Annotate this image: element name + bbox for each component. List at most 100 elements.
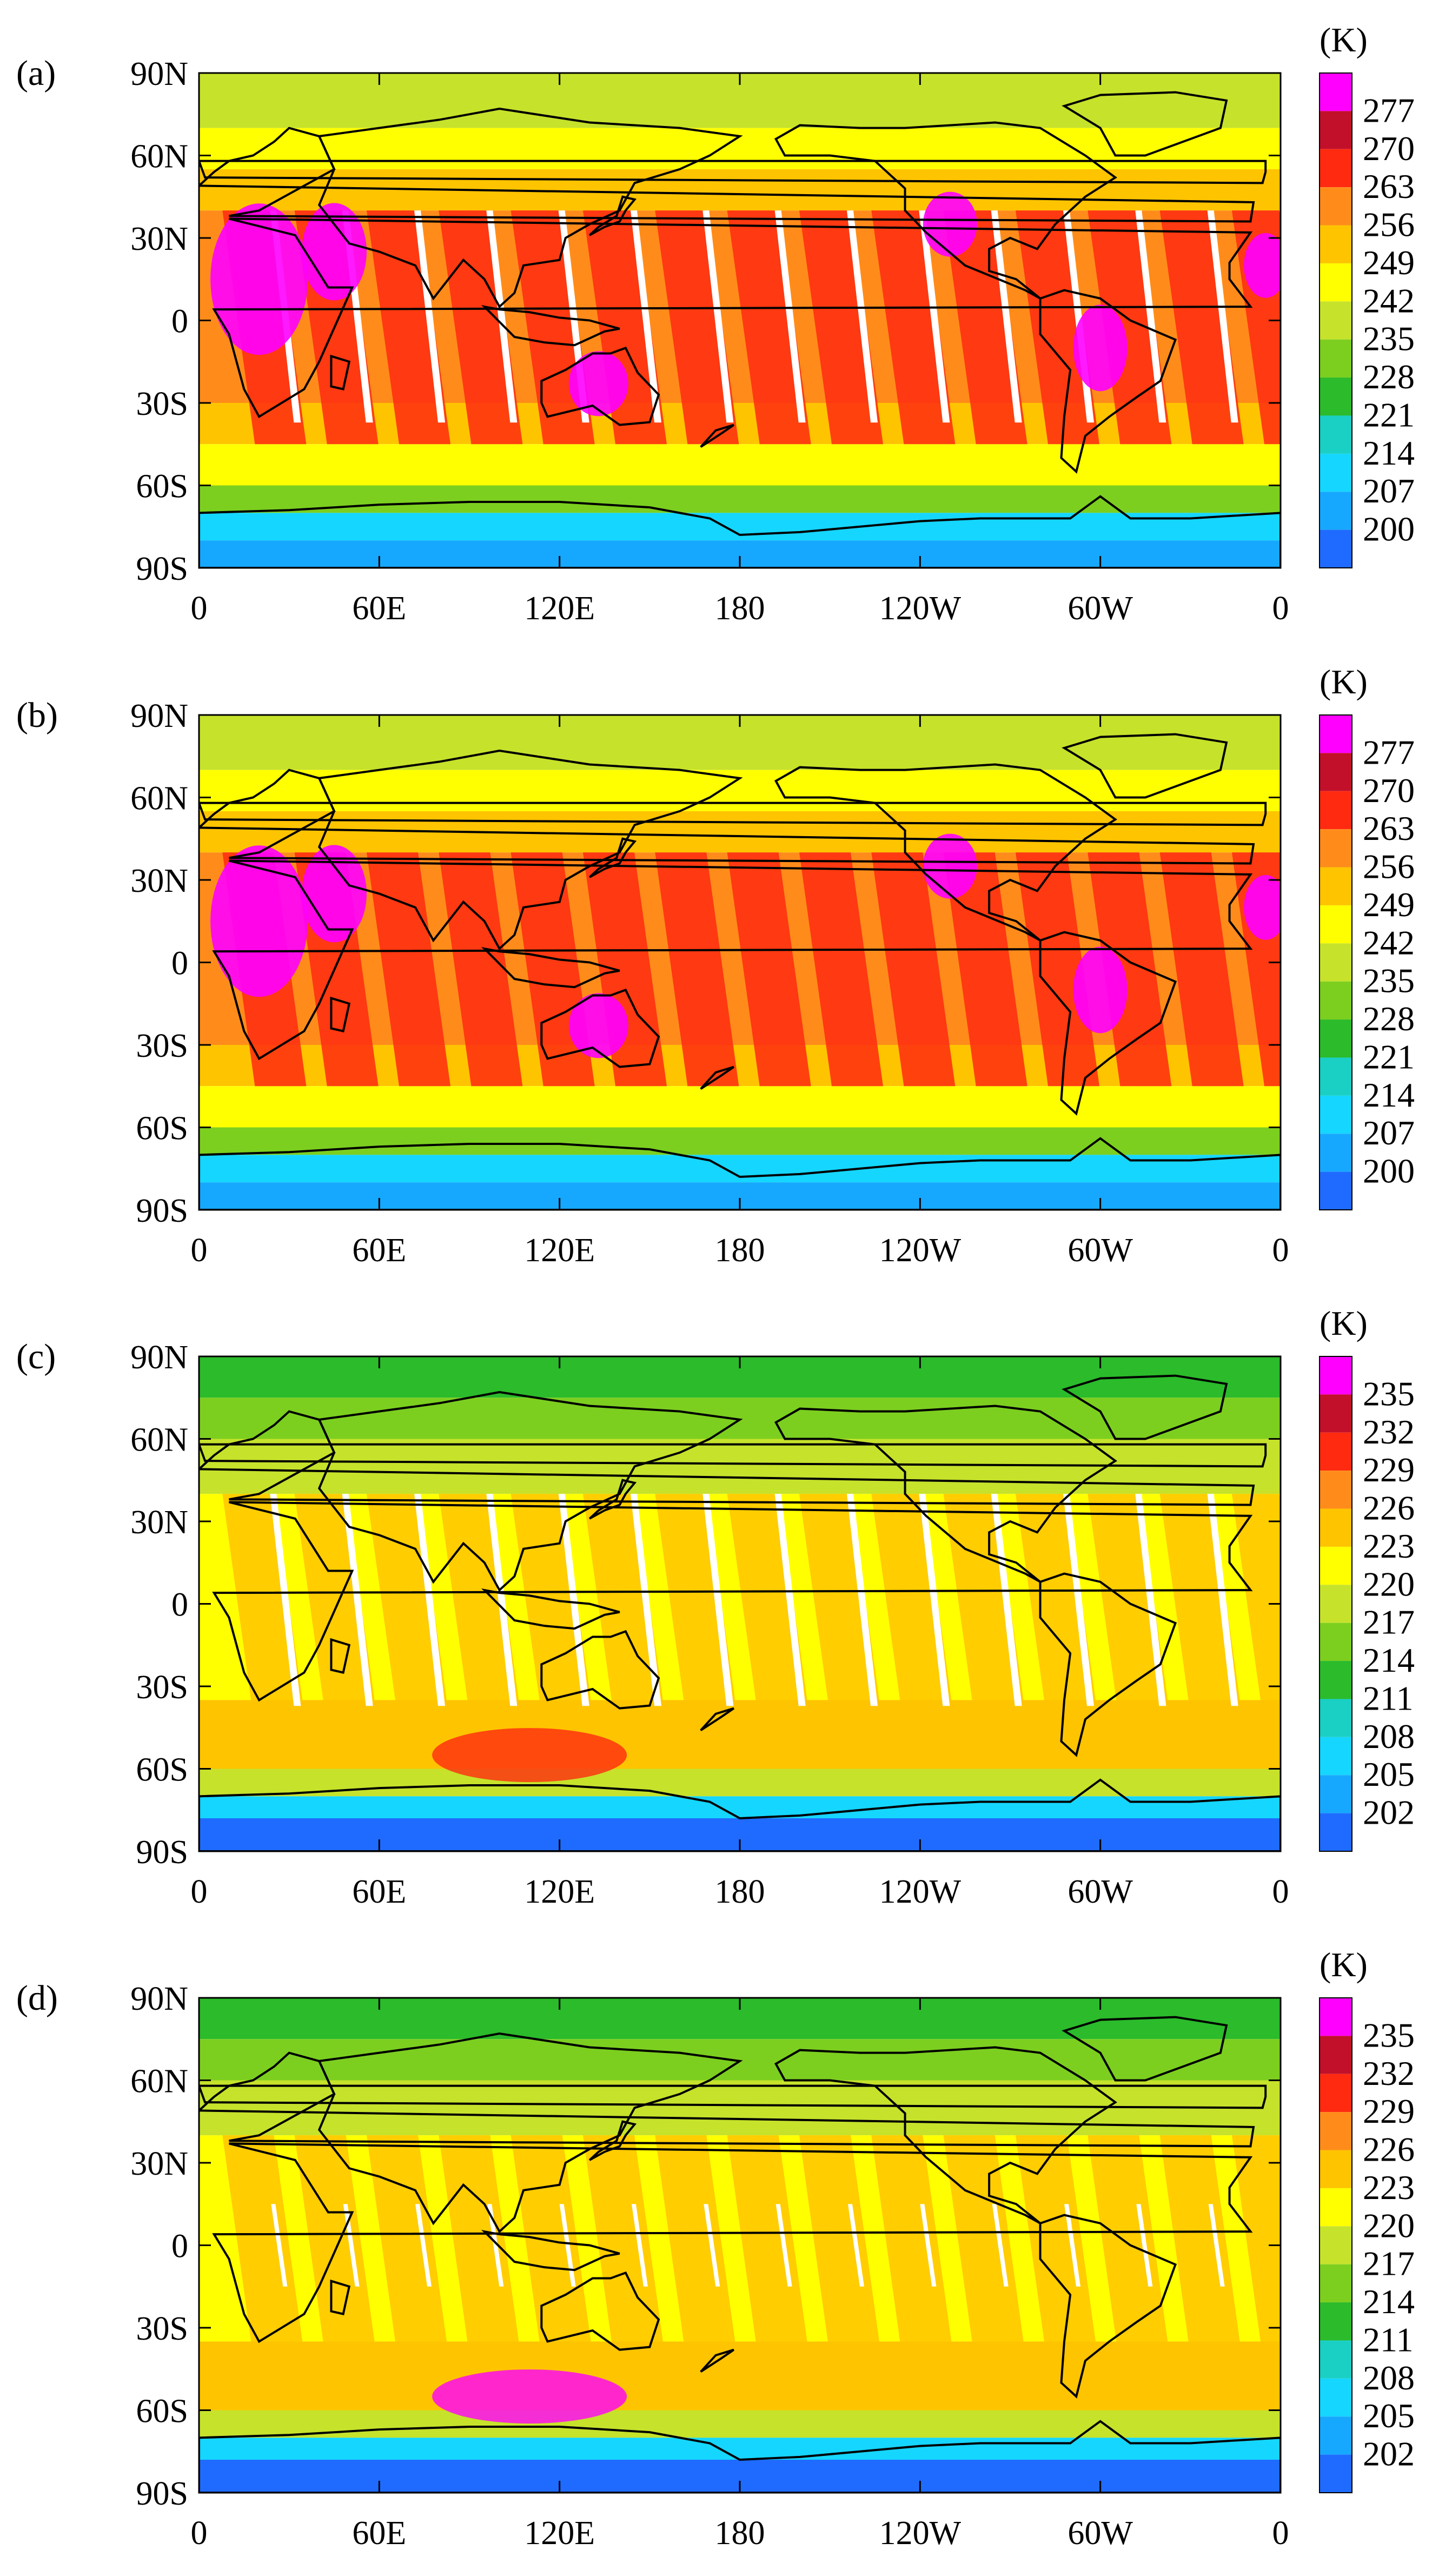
data-gap xyxy=(414,1494,445,1706)
colorbar-segment xyxy=(1320,943,1352,982)
colorbar-segment xyxy=(1320,1095,1352,1134)
colorbar-label: 263 xyxy=(1363,809,1415,847)
data-gap xyxy=(774,210,806,423)
data-gap xyxy=(847,210,878,423)
lat-label: 90N xyxy=(130,56,188,92)
swath-band xyxy=(1159,2135,1244,2369)
coastline-nz xyxy=(700,423,735,448)
colorbar-label: 214 xyxy=(1363,1641,1415,1679)
data-gap xyxy=(559,2204,576,2287)
data-gap xyxy=(270,1494,301,1706)
panel-label: (d) xyxy=(16,1978,58,2018)
data-gap xyxy=(991,210,1022,423)
hot-spot xyxy=(1073,304,1128,392)
data-gap xyxy=(774,1494,806,1706)
panel-label: (a) xyxy=(16,54,56,93)
lat-label: 30N xyxy=(130,1504,188,1541)
colorbar-label: 277 xyxy=(1363,733,1415,771)
map-field xyxy=(199,715,1281,1210)
swath-band xyxy=(871,852,956,1087)
data-gap xyxy=(631,1494,661,1706)
lat-label: 0 xyxy=(171,1587,188,1624)
colorbar-label: 235 xyxy=(1363,2016,1415,2054)
swath-band xyxy=(1016,2135,1099,2369)
lon-label: 60W xyxy=(1068,1232,1133,1269)
coastline-greenland xyxy=(1062,733,1228,799)
lon-label: 0 xyxy=(191,1232,208,1269)
swath-band xyxy=(943,1494,1027,1728)
swath-band xyxy=(799,1494,883,1728)
colorbar-segment xyxy=(1320,753,1352,791)
coastline-nz xyxy=(700,1065,735,1090)
map-field xyxy=(199,1998,1281,2493)
lon-label: 60W xyxy=(1068,590,1133,627)
colorbar-label: 205 xyxy=(1363,1755,1415,1793)
data-gap xyxy=(991,1494,1022,1706)
swath-band xyxy=(510,1494,595,1728)
lat-label: 90S xyxy=(136,2475,188,2512)
swath-band xyxy=(799,2135,883,2369)
swath-band xyxy=(1159,1494,1244,1728)
coastline-antarctica xyxy=(199,2420,1281,2493)
colorbar-label: 208 xyxy=(1363,2359,1415,2397)
coastline-africa xyxy=(212,2142,1253,2343)
coastline-europe xyxy=(199,1410,1255,1506)
coastline-antarctica xyxy=(199,495,1281,568)
colorbar-segment xyxy=(1320,378,1352,416)
coastline-australia xyxy=(540,346,660,426)
coastline-madagascar xyxy=(330,2279,351,2315)
colorbar-unit: (K) xyxy=(1320,1304,1368,1342)
coastline-greenland xyxy=(1062,2016,1228,2082)
colorbar-segment xyxy=(1320,2226,1352,2264)
colorbar-segment xyxy=(1320,1546,1352,1585)
coastline-australia xyxy=(540,2271,660,2351)
colorbar-label: 211 xyxy=(1363,1679,1414,1717)
colorbar-label: 256 xyxy=(1363,847,1415,886)
swath-band xyxy=(439,2135,523,2369)
lat-label: 30S xyxy=(136,1028,188,1064)
coastline-madagascar xyxy=(330,996,351,1032)
coastline-indonesia xyxy=(481,2229,620,2272)
colorbar-segment xyxy=(1320,1394,1352,1433)
lat-label: 60N xyxy=(130,138,188,175)
hot-spot xyxy=(302,845,367,943)
swath-band xyxy=(439,852,523,1087)
swath-band xyxy=(367,2135,450,2369)
data-gap xyxy=(632,2204,648,2287)
swath-band xyxy=(1088,2135,1172,2369)
lat-label: 60S xyxy=(136,468,188,505)
colorbar-segment xyxy=(1320,1813,1352,1851)
coastline-samerica xyxy=(1039,931,1177,1116)
colorbar-segment xyxy=(1320,1432,1352,1471)
swath-band xyxy=(871,210,956,445)
swath-band xyxy=(222,2135,307,2369)
temperature-band xyxy=(199,2438,1281,2460)
swath-band xyxy=(727,852,811,1087)
colorbar-label: 217 xyxy=(1363,1603,1415,1641)
colorbar-label: 228 xyxy=(1363,357,1415,396)
colorbar-segment xyxy=(1320,1699,1352,1737)
colorbar-segment xyxy=(1320,529,1352,568)
coastline-europe xyxy=(199,2051,1255,2148)
colorbar-segment xyxy=(1320,225,1352,263)
lon-label: 0 xyxy=(1272,2515,1289,2552)
temperature-band xyxy=(199,1127,1281,1155)
lat-label: 30N xyxy=(130,2145,188,2182)
lon-label: 0 xyxy=(191,590,208,627)
colorbar-label: 270 xyxy=(1363,771,1415,810)
coastline-indonesia xyxy=(481,1588,620,1630)
colorbar-segment xyxy=(1320,111,1352,149)
data-gap xyxy=(848,2204,864,2287)
colorbar-label: 202 xyxy=(1363,2435,1415,2473)
colorbar-segment xyxy=(1320,1508,1352,1547)
hot-spot xyxy=(210,203,308,355)
data-gap xyxy=(1136,2204,1153,2287)
hot-spot xyxy=(210,845,308,997)
colorbar-label: 235 xyxy=(1363,320,1415,358)
data-gap xyxy=(1279,1494,1281,1504)
colorbar-frame xyxy=(1319,1997,1352,2493)
data-gap xyxy=(704,2204,720,2287)
coastline-greenland xyxy=(1062,91,1228,157)
